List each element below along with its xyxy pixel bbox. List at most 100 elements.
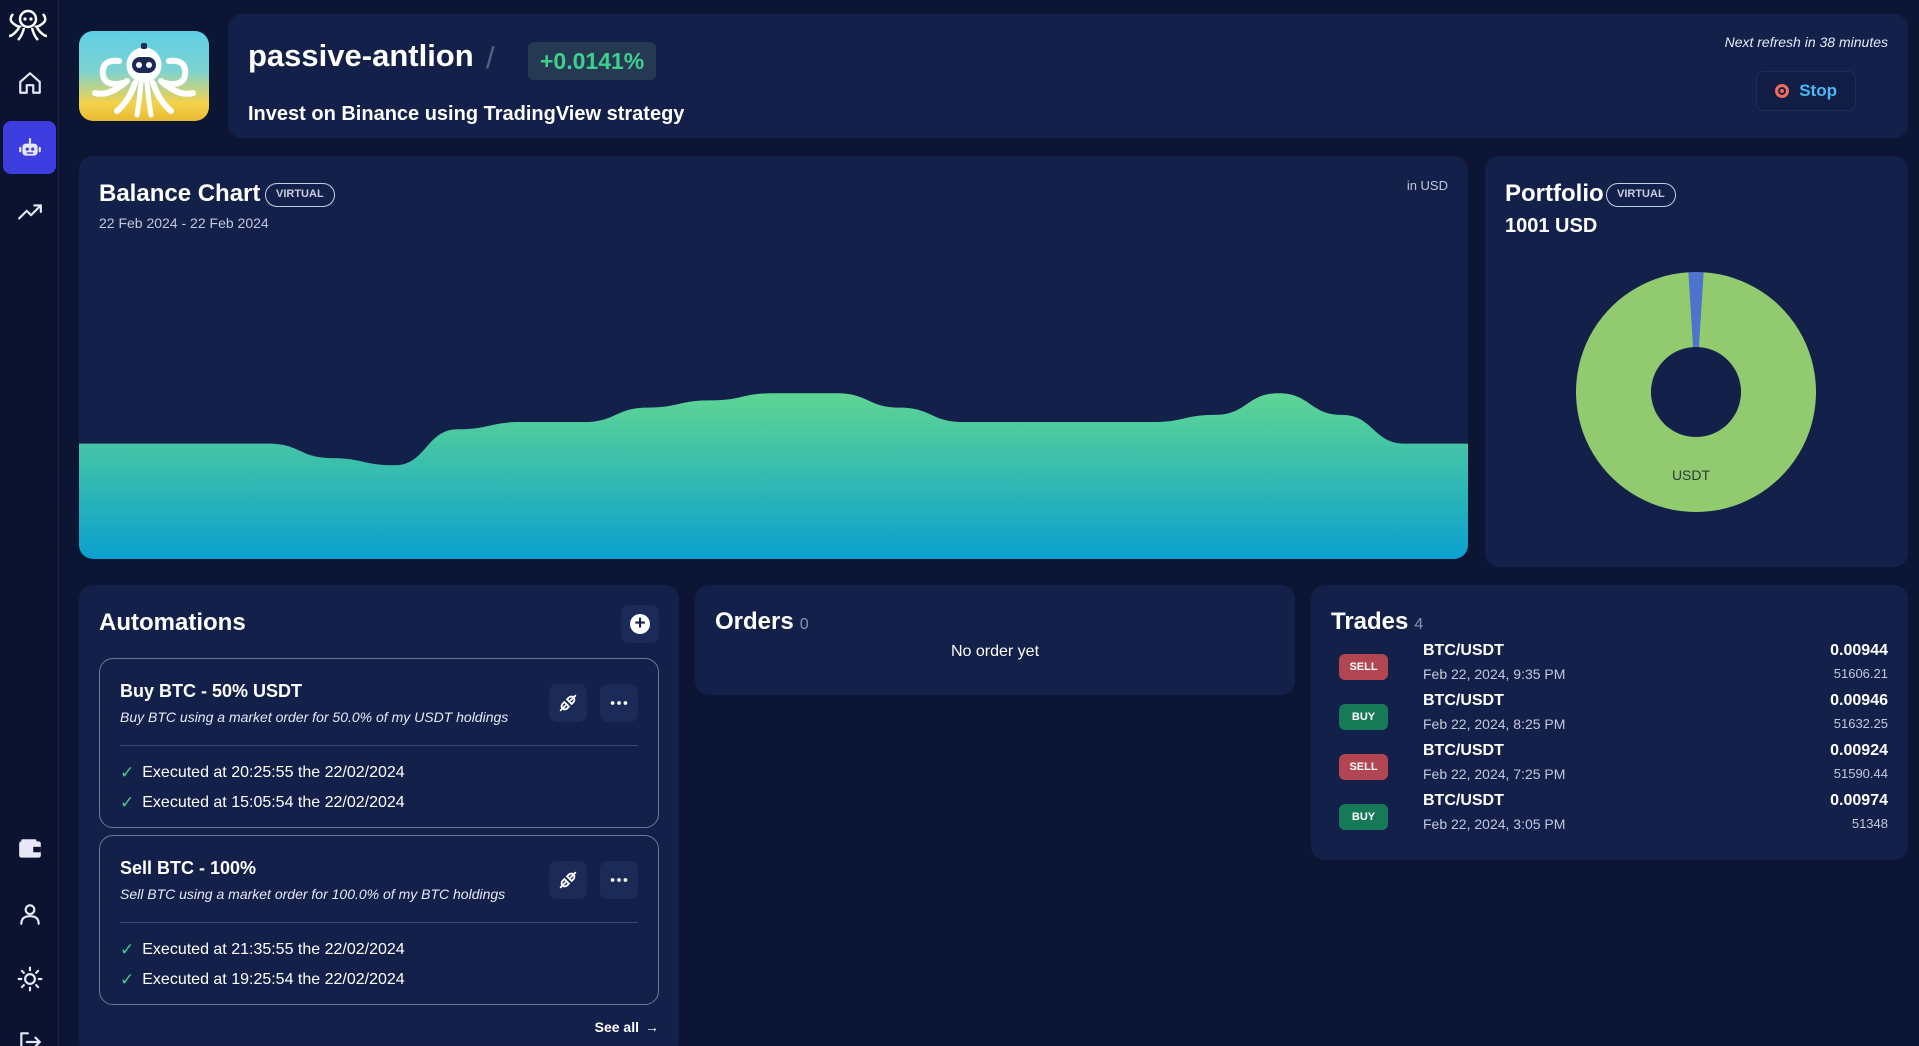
trade-price: 51632.25 — [1833, 716, 1888, 731]
trade-row[interactable]: BUY BTC/USDT Feb 22, 2024, 8:25 PM 0.009… — [1331, 692, 1888, 742]
unlink-automation-button[interactable] — [549, 684, 587, 722]
robot-icon — [18, 137, 41, 156]
automation-item[interactable]: Sell BTC - 100% Sell BTC using a market … — [99, 835, 659, 1005]
sidebar-item-home[interactable] — [3, 56, 56, 109]
trade-date: Feb 22, 2024, 8:25 PM — [1423, 716, 1566, 732]
execution-entry: ✓ Executed at 21:35:55 the 22/02/2024 — [120, 940, 405, 960]
orders-card: Orders 0 No order yet — [695, 585, 1295, 695]
sidebar-item-strategies[interactable] — [3, 186, 56, 239]
automations-title: Automations — [99, 609, 246, 636]
bot-name: passive-antlion — [248, 38, 474, 73]
trades-title: Trades 4 — [1331, 608, 1423, 636]
portfolio-total: 1001 USD — [1505, 215, 1598, 237]
trade-price: 51590.44 — [1833, 766, 1888, 781]
balance-chart-title: Balance Chart — [99, 180, 261, 207]
automation-title: Sell BTC - 100% — [120, 858, 257, 878]
trade-side-badge: BUY — [1339, 804, 1388, 830]
donut-slice-label: USDT — [1672, 467, 1711, 483]
execution-text: Executed at 19:25:54 the 22/02/2024 — [142, 971, 405, 988]
trade-side-badge: SELL — [1339, 654, 1388, 680]
balance-unit: in USD — [1406, 178, 1448, 193]
trade-date: Feb 22, 2024, 9:35 PM — [1423, 666, 1566, 682]
trade-row[interactable]: SELL BTC/USDT Feb 22, 2024, 9:35 PM 0.00… — [1331, 642, 1888, 692]
automation-more-button[interactable] — [600, 684, 638, 722]
unplug-icon — [559, 694, 577, 712]
automation-description: Sell BTC using a market order for 100.0%… — [120, 886, 506, 902]
balance-date-range: 22 Feb 2024 - 22 Feb 2024 — [99, 215, 269, 231]
refresh-countdown: Next refresh in 38 minutes — [1724, 34, 1888, 50]
ellipsis-icon — [610, 701, 628, 705]
trade-amount: 0.00974 — [1830, 792, 1888, 809]
home-icon — [18, 71, 41, 94]
check-icon: ✓ — [120, 940, 135, 959]
balance-area-series[interactable] — [79, 393, 1468, 559]
user-icon — [19, 903, 40, 925]
trade-pair: BTC/USDT — [1423, 742, 1504, 759]
trades-title-label: Trades — [1331, 608, 1409, 635]
trade-side-badge: SELL — [1339, 754, 1388, 780]
sidebar-item-wallet[interactable] — [3, 822, 56, 875]
execution-entry: ✓ Executed at 20:25:55 the 22/02/2024 — [120, 763, 405, 783]
portfolio-title: Portfolio — [1505, 180, 1604, 207]
trade-amount: 0.00946 — [1830, 692, 1888, 709]
divider — [120, 745, 638, 746]
balance-virtual-badge: VIRTUAL — [265, 183, 335, 207]
arrow-right-icon: → — [645, 1019, 659, 1035]
portfolio-donut-chart[interactable]: USDT — [1575, 271, 1817, 513]
octopus-logo-icon[interactable] — [5, 6, 51, 42]
divider — [120, 922, 638, 923]
trade-pair: BTC/USDT — [1423, 642, 1504, 659]
trade-price: 51348 — [1851, 816, 1888, 831]
trade-amount: 0.00944 — [1830, 642, 1888, 659]
logout-icon — [19, 1031, 41, 1046]
bot-avatar — [79, 31, 209, 121]
unlink-automation-button[interactable] — [549, 861, 587, 899]
check-icon: ✓ — [120, 793, 135, 812]
add-automation-button[interactable]: + — [621, 605, 659, 643]
performance-badge: +0.0141% — [528, 42, 657, 80]
trade-amount: 0.00924 — [1830, 742, 1888, 759]
octopus-mascot-icon — [92, 43, 196, 118]
portfolio-card: Portfolio VIRTUAL 1001 USD USDT — [1485, 156, 1908, 567]
execution-entry: ✓ Executed at 15:05:54 the 22/02/2024 — [120, 793, 405, 813]
orders-count: 0 — [799, 616, 809, 633]
sun-icon — [17, 966, 42, 991]
automation-item[interactable]: Buy BTC - 50% USDT Buy BTC using a marke… — [99, 658, 659, 828]
trending-up-icon — [17, 203, 42, 219]
bot-description: Invest on Binance using TradingView stra… — [248, 103, 685, 125]
ellipsis-icon — [610, 878, 628, 882]
sidebar — [0, 0, 59, 1046]
check-icon: ✓ — [120, 970, 135, 989]
sidebar-item-profile[interactable] — [3, 887, 56, 940]
balance-chart-card: Balance Chart VIRTUAL 22 Feb 2024 - 22 F… — [79, 156, 1468, 559]
donut-slice-btc[interactable] — [1688, 272, 1704, 348]
unplug-icon — [559, 871, 577, 889]
trades-count: 4 — [1414, 616, 1424, 633]
plus-icon: + — [630, 614, 650, 634]
bot-header: passive-antlion / +0.0141% Invest on Bin… — [228, 14, 1908, 138]
trade-price: 51606.21 — [1833, 666, 1888, 681]
execution-text: Executed at 21:35:55 the 22/02/2024 — [142, 941, 405, 958]
stop-indicator-icon — [1775, 84, 1790, 98]
sidebar-item-theme[interactable] — [3, 952, 56, 1005]
stop-button[interactable]: Stop — [1756, 71, 1856, 111]
see-all-label: See all — [594, 1019, 639, 1035]
automation-more-button[interactable] — [600, 861, 638, 899]
automation-title: Buy BTC - 50% USDT — [120, 681, 303, 701]
title-separator: / — [486, 40, 495, 75]
sidebar-item-bots[interactable] — [3, 121, 56, 174]
trade-row[interactable]: SELL BTC/USDT Feb 22, 2024, 7:25 PM 0.00… — [1331, 742, 1888, 792]
execution-entry: ✓ Executed at 19:25:54 the 22/02/2024 — [120, 970, 405, 990]
trade-pair: BTC/USDT — [1423, 692, 1504, 709]
trade-row[interactable]: BUY BTC/USDT Feb 22, 2024, 3:05 PM 0.009… — [1331, 792, 1888, 842]
donut-slice-usdt[interactable] — [1576, 272, 1816, 512]
sidebar-item-logout[interactable] — [3, 1015, 56, 1046]
orders-title: Orders 0 — [715, 608, 809, 636]
wallet-icon — [18, 838, 41, 858]
automations-card: Automations + Buy BTC - 50% USDT Buy BTC… — [79, 585, 679, 1046]
see-all-link[interactable]: See all → — [595, 1019, 659, 1035]
balance-area-chart[interactable] — [79, 386, 1468, 559]
trades-card: Trades 4 SELL BTC/USDT Feb 22, 2024, 9:35… — [1311, 585, 1908, 860]
trade-side-badge: BUY — [1339, 704, 1388, 730]
trade-pair: BTC/USDT — [1423, 792, 1504, 809]
